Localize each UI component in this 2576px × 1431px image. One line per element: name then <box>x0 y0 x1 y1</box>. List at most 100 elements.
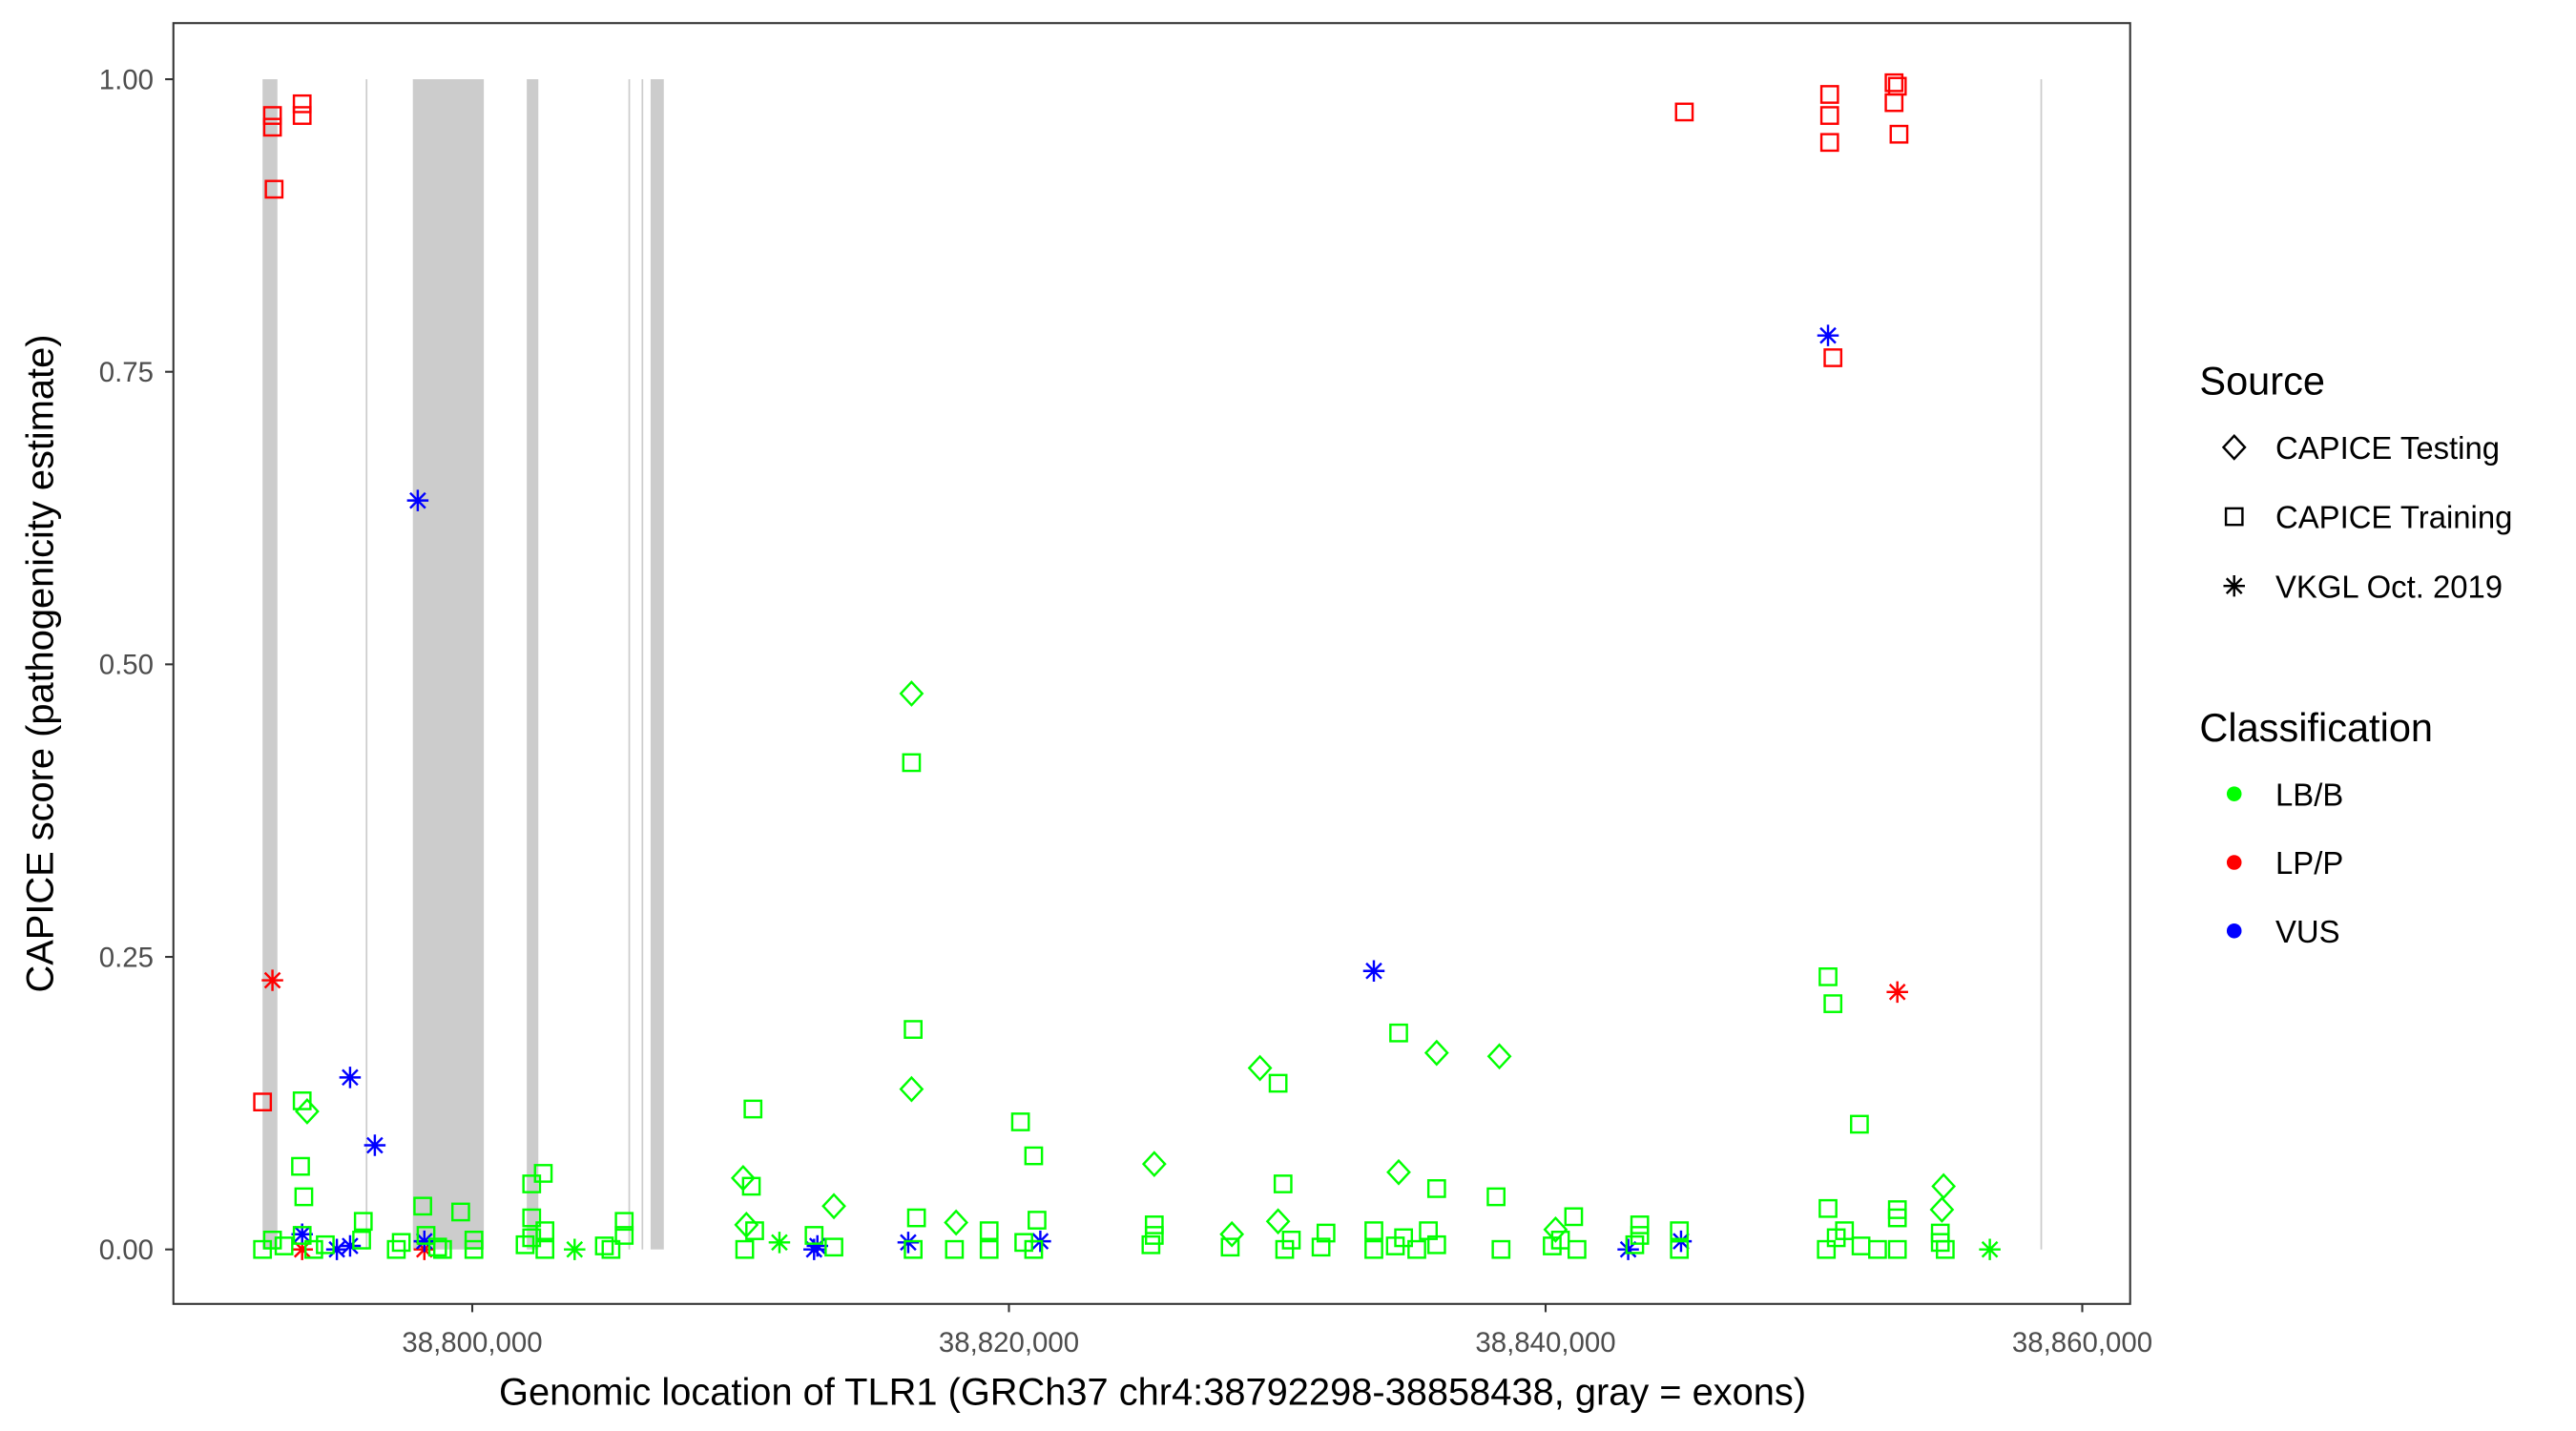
data-point <box>1674 102 1694 122</box>
exon-band <box>2040 79 2043 1250</box>
data-point <box>1543 1215 1568 1243</box>
data-point <box>1144 1215 1164 1234</box>
x-axis: 38,800,000 38,820,000 38,840,000 38,860,000 <box>402 1303 2152 1358</box>
data-point <box>1486 1043 1512 1070</box>
data-point <box>303 1239 323 1259</box>
x-tick-label: 38,840,000 <box>1475 1327 1615 1358</box>
x-tick-label: 38,860,000 <box>2012 1327 2152 1358</box>
legend-source-label: CAPICE Testing <box>2275 430 2500 466</box>
data-point <box>594 1236 614 1255</box>
data-point <box>339 1234 362 1257</box>
data-point <box>1265 1208 1291 1235</box>
data-point <box>1850 1114 1869 1134</box>
data-point <box>1281 1231 1301 1250</box>
legend-source-title: Source <box>2199 359 2325 404</box>
data-point <box>1426 1234 1446 1255</box>
data-point <box>522 1174 542 1193</box>
data-point <box>291 1156 310 1176</box>
data-point <box>1316 1223 1336 1243</box>
data-point <box>464 1239 484 1259</box>
data-point <box>1630 1215 1650 1234</box>
data-point <box>944 1209 969 1236</box>
y-axis-title: CAPICE score (pathogenicity estimate) <box>19 335 61 993</box>
data-point <box>522 1228 542 1248</box>
data-point <box>1819 106 1839 125</box>
data-point <box>406 489 429 511</box>
data-point <box>1887 1208 1907 1228</box>
data-point <box>253 1092 273 1111</box>
data-point <box>427 1237 447 1257</box>
data-point <box>899 1075 924 1103</box>
data-point <box>904 1239 923 1259</box>
data-point <box>432 1239 452 1259</box>
data-point <box>768 1232 791 1254</box>
data-point <box>614 1212 634 1232</box>
legend-class-label: LB/B <box>2275 777 2343 812</box>
data-point <box>1220 1237 1240 1257</box>
data-point <box>906 1208 926 1228</box>
data-point <box>1268 1073 1288 1093</box>
data-point <box>806 1234 828 1257</box>
legend-source-label: VKGL Oct. 2019 <box>2275 569 2503 604</box>
data-point <box>735 1239 755 1259</box>
y-axis: 0.00 0.25 0.50 0.75 1.00 <box>99 64 174 1266</box>
data-point <box>741 1176 761 1196</box>
data-point <box>292 106 312 125</box>
legend-class-label: LP/P <box>2275 845 2343 881</box>
legend-key-dot-icon <box>2226 855 2242 870</box>
data-point <box>1819 85 1839 104</box>
data-point <box>391 1233 411 1253</box>
legend-key-square-icon <box>2224 507 2244 527</box>
data-point <box>292 1226 312 1245</box>
exon-band <box>650 79 664 1250</box>
exon-band <box>641 79 644 1250</box>
data-point <box>1364 1239 1383 1259</box>
exon-band <box>628 79 631 1250</box>
data-point <box>1931 1172 1957 1200</box>
data-point <box>1819 133 1839 153</box>
data-point <box>1394 1228 1414 1248</box>
data-point <box>1886 981 1908 1004</box>
data-point <box>339 1067 362 1089</box>
data-point <box>743 1099 763 1119</box>
data-point <box>533 1164 553 1183</box>
y-tick-label: 0.75 <box>99 357 154 388</box>
data-point <box>522 1208 542 1228</box>
data-point <box>1389 1023 1408 1043</box>
data-point <box>1311 1237 1331 1257</box>
data-point <box>294 1187 314 1207</box>
data-point <box>1386 1158 1411 1186</box>
data-point <box>1219 1220 1245 1248</box>
y-tick-label: 1.00 <box>99 64 154 95</box>
data-point <box>1362 960 1385 982</box>
data-point <box>316 1234 335 1255</box>
data-point <box>1426 1179 1446 1198</box>
data-point <box>601 1239 621 1259</box>
data-point <box>1979 1238 2001 1260</box>
data-point <box>386 1239 406 1259</box>
data-point <box>451 1202 470 1222</box>
legend-key-dot-icon <box>2226 923 2242 939</box>
data-point <box>564 1238 586 1260</box>
data-point <box>1144 1226 1164 1245</box>
data-point <box>1423 1039 1449 1067</box>
data-point <box>1617 1238 1639 1260</box>
data-point <box>1630 1226 1650 1245</box>
exon-band <box>412 79 485 1250</box>
data-point <box>821 1192 846 1220</box>
data-point <box>1028 1211 1047 1230</box>
data-point <box>325 1238 348 1260</box>
plot-panel <box>173 23 2130 1304</box>
data-point <box>1568 1239 1587 1259</box>
data-point <box>515 1234 535 1255</box>
data-point <box>416 1226 436 1245</box>
x-tick-label: 38,820,000 <box>939 1327 1079 1358</box>
data-point <box>979 1221 999 1240</box>
data-point <box>1818 1198 1838 1218</box>
x-axis-title: Genomic location of TLR1 (GRCh37 chr4:38… <box>499 1371 1806 1413</box>
data-point <box>1670 1239 1690 1259</box>
data-point <box>1868 1239 1887 1259</box>
exon-band <box>365 79 368 1250</box>
data-point <box>292 93 312 114</box>
